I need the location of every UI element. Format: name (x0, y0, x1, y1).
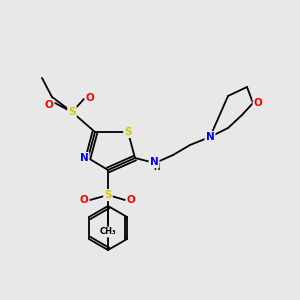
Text: N: N (150, 157, 158, 167)
Text: O: O (127, 195, 135, 205)
Text: O: O (254, 98, 262, 108)
Text: S: S (68, 107, 76, 117)
Text: N: N (80, 153, 88, 163)
Text: H: H (153, 163, 159, 172)
Text: CH₃: CH₃ (100, 227, 116, 236)
Text: N: N (206, 132, 214, 142)
Text: O: O (45, 100, 53, 110)
Text: O: O (80, 195, 88, 205)
Text: S: S (104, 190, 112, 200)
Text: O: O (85, 93, 94, 103)
Text: S: S (124, 127, 132, 137)
